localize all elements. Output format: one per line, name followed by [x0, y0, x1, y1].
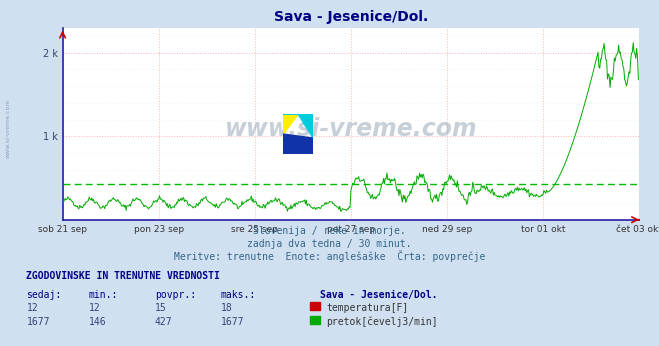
Text: 18: 18	[221, 303, 233, 313]
Polygon shape	[283, 114, 298, 134]
Text: maks.:: maks.:	[221, 290, 256, 300]
Text: 1677: 1677	[221, 317, 244, 327]
Text: Slovenija / reke in morje.: Slovenija / reke in morje.	[253, 226, 406, 236]
Text: 12: 12	[89, 303, 101, 313]
Title: Sava - Jesenice/Dol.: Sava - Jesenice/Dol.	[273, 10, 428, 24]
Text: min.:: min.:	[89, 290, 119, 300]
Text: www.si-vreme.com: www.si-vreme.com	[225, 117, 477, 142]
Text: Sava - Jesenice/Dol.: Sava - Jesenice/Dol.	[320, 290, 437, 300]
Text: ZGODOVINSKE IN TRENUTNE VREDNOSTI: ZGODOVINSKE IN TRENUTNE VREDNOSTI	[26, 271, 220, 281]
Text: 146: 146	[89, 317, 107, 327]
Text: 1677: 1677	[26, 317, 50, 327]
Text: 12: 12	[26, 303, 38, 313]
Text: Meritve: trenutne  Enote: anglešaške  Črta: povprečje: Meritve: trenutne Enote: anglešaške Črta…	[174, 250, 485, 262]
Text: zadnja dva tedna / 30 minut.: zadnja dva tedna / 30 minut.	[247, 239, 412, 249]
Text: temperatura[F]: temperatura[F]	[326, 303, 409, 313]
Text: 15: 15	[155, 303, 167, 313]
Text: pretok[čevelj3/min]: pretok[čevelj3/min]	[326, 317, 438, 327]
Polygon shape	[283, 114, 313, 138]
Text: sedaj:: sedaj:	[26, 290, 61, 300]
Text: 427: 427	[155, 317, 173, 327]
Polygon shape	[283, 134, 313, 154]
Text: www.si-vreme.com: www.si-vreme.com	[5, 98, 11, 158]
Text: povpr.:: povpr.:	[155, 290, 196, 300]
